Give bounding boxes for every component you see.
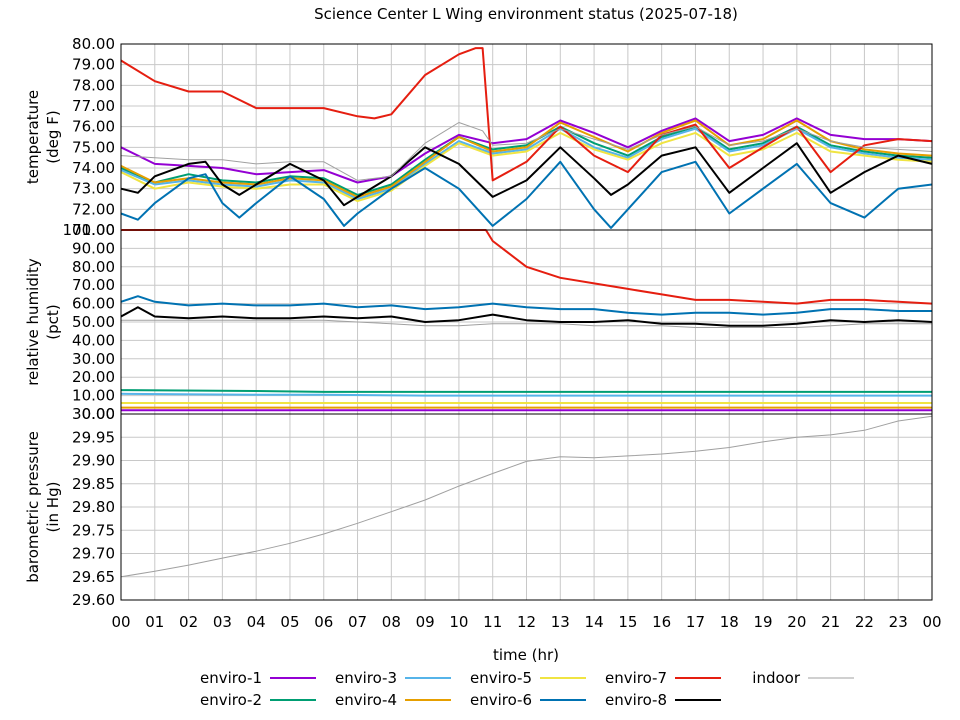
x-tick-label: 04 xyxy=(247,613,266,631)
x-tick-label: 17 xyxy=(686,613,705,631)
y-tick-label: 73.00 xyxy=(72,180,115,198)
legend-label: enviro-4 xyxy=(335,691,397,709)
panel-humidity: 100.0090.0080.0070.0060.0050.0040.0030.0… xyxy=(24,221,933,423)
x-tick-label: 08 xyxy=(382,613,401,631)
x-tick-label: 18 xyxy=(720,613,739,631)
x-tick-label: 21 xyxy=(821,613,840,631)
y-tick-label: 50.00 xyxy=(72,313,115,331)
x-tick-label: 16 xyxy=(652,613,671,631)
y-tick-label: 60.00 xyxy=(72,295,115,313)
y-tick-label: 30.00 xyxy=(72,405,115,423)
series-line-humidity-enviro-6 xyxy=(120,295,932,316)
y-tick-label: 79.00 xyxy=(72,56,115,74)
y-tick-label: 76.00 xyxy=(72,118,115,136)
chart-title: Science Center L Wing environment status… xyxy=(314,5,738,23)
y-tick-label: 29.60 xyxy=(72,591,115,609)
y-tick-label: 77.00 xyxy=(72,97,115,115)
legend-label: enviro-2 xyxy=(200,691,262,709)
x-axis: 00 01 02 03 04 05 06 07 08 09 10 11 12 13 14 15 16 17 18 19… xyxy=(111,613,941,631)
y-tick-label: 0.00 xyxy=(82,405,115,423)
x-tick-label: 12 xyxy=(517,613,536,631)
y-tick-label: 29.70 xyxy=(72,545,115,563)
legend-label: enviro-7 xyxy=(605,669,667,687)
x-tick-label: 03 xyxy=(213,613,232,631)
x-tick-label: 01 xyxy=(145,613,164,631)
panel-pressure: 30.00 29.95 29.90 29.85 29.80 29.75 29.70 29.65… xyxy=(24,405,933,609)
legend-label: enviro-6 xyxy=(470,691,532,709)
y-tick-label: 100.00 xyxy=(63,221,116,239)
x-tick-label: 11 xyxy=(483,613,502,631)
series-line-temperature-enviro-1 xyxy=(120,117,933,184)
y-tick-label: 74.00 xyxy=(72,159,115,177)
series-line-pressure-indoor xyxy=(120,415,933,578)
legend-label: enviro-8 xyxy=(605,691,667,709)
series-line-temperature-indoor xyxy=(120,122,933,181)
y-tick-label: 80.00 xyxy=(72,258,115,276)
series-line-temperature-enviro-6 xyxy=(120,160,933,229)
y-tick-label: 75.00 xyxy=(72,138,115,156)
panel-temperature: 80.00 79.00 78.00 77.00 76.00 75.00 74.00 73.00… xyxy=(24,35,933,239)
y-tick-label: 78.00 xyxy=(72,76,115,94)
x-tick-label: 13 xyxy=(551,613,570,631)
y-tick-label: 90.00 xyxy=(72,239,115,257)
x-tick-label: 06 xyxy=(314,613,333,631)
series-line-temperature-enviro-7 xyxy=(120,47,933,182)
y-tick-label: 29.75 xyxy=(72,521,115,539)
series-line-humidity-enviro-2 xyxy=(120,389,932,393)
x-tick-label: 09 xyxy=(416,613,435,631)
y-tick-label: 20.00 xyxy=(72,368,115,386)
series-line-humidity-enviro-7 xyxy=(121,229,933,305)
x-tick-label: 14 xyxy=(585,613,604,631)
x-tick-label: 22 xyxy=(855,613,874,631)
x-tick-label: 00 xyxy=(111,613,130,631)
y-axis-label: (deg F) xyxy=(44,110,62,163)
x-tick-label: 02 xyxy=(179,613,198,631)
x-tick-label: 07 xyxy=(348,613,367,631)
y-axis-label: relative humidity xyxy=(24,258,42,386)
series-line-humidity-enviro-8 xyxy=(120,306,933,327)
y-tick-label: 30.00 xyxy=(72,350,115,368)
legend-label: enviro-1 xyxy=(200,669,262,687)
series-line-temperature-enviro-8 xyxy=(120,142,933,207)
x-axis-label: time (hr) xyxy=(493,646,559,664)
plot-frame xyxy=(120,413,933,601)
y-axis-label: (pct) xyxy=(44,304,62,339)
legend-label: indoor xyxy=(752,669,801,687)
y-tick-label: 29.85 xyxy=(72,475,115,493)
x-tick-label: 23 xyxy=(889,613,908,631)
y-axis-label: (in Hg) xyxy=(44,482,62,533)
y-tick-label: 29.80 xyxy=(72,498,115,516)
y-axis-label: barometric pressure xyxy=(24,431,42,583)
series-line-temperature-enviro-5 xyxy=(120,131,933,203)
chart-panels: 80.00 79.00 78.00 77.00 76.00 75.00 74.00 73.00… xyxy=(24,35,942,631)
y-tick-label: 29.65 xyxy=(72,568,115,586)
y-tick-label: 29.90 xyxy=(72,452,115,470)
y-tick-label: 71.00 xyxy=(72,221,115,239)
series-line-humidity-indoor xyxy=(121,319,932,328)
x-tick-label: 20 xyxy=(787,613,806,631)
y-tick-label: 29.95 xyxy=(72,428,115,446)
y-tick-label: 80.00 xyxy=(72,35,115,53)
y-tick-label: 70.00 xyxy=(72,276,115,294)
y-tick-label: 10.00 xyxy=(72,387,115,405)
x-tick-label: 00 xyxy=(922,613,941,631)
x-tick-label: 19 xyxy=(753,613,772,631)
x-tick-label: 15 xyxy=(618,613,637,631)
series-line-humidity-enviro-3 xyxy=(120,392,932,397)
legend-label: enviro-3 xyxy=(335,669,397,687)
legend-label: enviro-5 xyxy=(470,669,532,687)
legend: enviro-1 enviro-2 enviro-3 enviro-4 enviro-5… xyxy=(200,669,854,709)
y-axis-label: temperature xyxy=(24,90,42,184)
x-tick-label: 05 xyxy=(280,613,299,631)
y-tick-label: 40.00 xyxy=(72,331,115,349)
x-tick-label: 10 xyxy=(449,613,468,631)
y-tick-label: 72.00 xyxy=(72,200,115,218)
